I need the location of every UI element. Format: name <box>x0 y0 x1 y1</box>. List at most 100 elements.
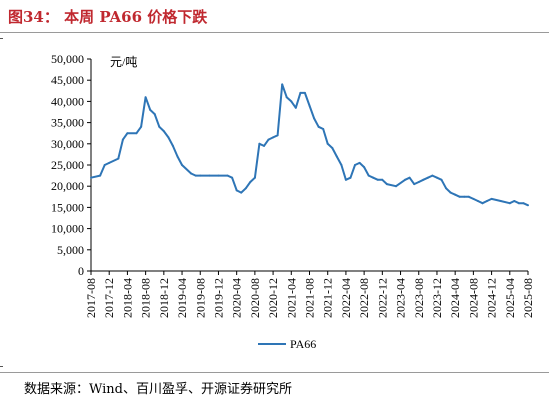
x-tick-label: 2020-08 <box>248 278 262 318</box>
data-point <box>513 200 516 202</box>
x-tick-label: 2023-12 <box>430 278 444 318</box>
data-point <box>499 200 502 202</box>
data-point <box>126 132 129 135</box>
data-point <box>258 142 261 145</box>
data-point <box>281 83 284 86</box>
data-point <box>367 174 370 177</box>
data-point <box>290 100 293 103</box>
data-point <box>158 125 161 128</box>
data-point <box>490 197 493 200</box>
data-point <box>272 136 275 139</box>
data-point <box>244 187 247 190</box>
data-point <box>445 187 448 190</box>
data-point <box>385 183 388 186</box>
data-point <box>313 117 316 120</box>
x-tick-label: 2018-12 <box>157 278 171 318</box>
data-point <box>103 164 106 166</box>
data-point <box>226 174 229 177</box>
y-tick-label: 5,000 <box>57 243 84 257</box>
data-point <box>108 161 111 164</box>
data-point <box>467 195 470 198</box>
data-point <box>431 174 434 177</box>
y-tick-label: 0 <box>78 264 84 278</box>
data-point <box>449 191 452 194</box>
y-tick-label: 40,000 <box>51 94 84 108</box>
data-point <box>381 178 384 181</box>
y-tick-label: 20,000 <box>51 179 84 193</box>
data-point <box>144 96 147 99</box>
data-point <box>99 174 102 177</box>
y-tick-label: 35,000 <box>51 116 84 130</box>
data-point <box>276 134 279 137</box>
data-point <box>481 202 484 205</box>
x-tick-label: 2019-08 <box>193 278 207 318</box>
data-point <box>194 174 197 177</box>
data-point <box>308 104 311 107</box>
x-tick-label: 2025-08 <box>521 278 535 318</box>
data-point <box>176 155 179 158</box>
data-point <box>376 178 379 181</box>
x-tick-label: 2025-04 <box>503 278 517 318</box>
data-point <box>426 176 429 179</box>
data-point <box>404 178 407 181</box>
x-tick-label: 2018-08 <box>139 278 153 318</box>
x-tick-label: 2019-04 <box>175 278 189 318</box>
x-tick-label: 2023-08 <box>412 278 426 318</box>
left-edge-mark <box>0 38 3 39</box>
data-point <box>486 200 488 202</box>
y-tick-label: 10,000 <box>51 222 84 236</box>
data-point <box>472 197 475 200</box>
data-point <box>167 136 170 139</box>
x-tick-label: 2024-12 <box>485 278 499 318</box>
data-point <box>117 157 120 160</box>
x-tick-label: 2022-04 <box>339 278 353 318</box>
data-point <box>90 176 92 179</box>
data-point <box>317 125 320 128</box>
y-tick-label: 15,000 <box>51 200 84 214</box>
x-tick-label: 2021-08 <box>303 278 317 318</box>
data-point <box>181 164 183 166</box>
data-point <box>395 185 397 188</box>
data-point <box>171 144 174 147</box>
data-point <box>358 161 361 164</box>
data-point <box>517 202 520 205</box>
data-point <box>417 181 420 183</box>
x-tick-label: 2021-12 <box>321 278 335 318</box>
data-point <box>344 178 347 181</box>
data-point <box>299 91 302 94</box>
series-line-pa66 <box>90 83 529 207</box>
x-tick-label: 2022-12 <box>375 278 389 318</box>
data-point <box>458 195 461 198</box>
data-point <box>135 132 138 135</box>
x-tick-label: 2024-08 <box>466 278 480 318</box>
data-point <box>253 176 256 179</box>
data-point <box>476 200 479 202</box>
y-tick-label: 30,000 <box>51 137 84 151</box>
x-tick-label: 2017-08 <box>84 278 98 318</box>
data-point <box>249 181 252 183</box>
line-chart: 0 5,000 10,000 15,000 20,000 25,000 30,000 35,0… <box>51 52 535 351</box>
data-point <box>153 113 156 116</box>
x-tick-label: 2024-04 <box>448 278 462 318</box>
data-point <box>263 144 265 147</box>
unit-label: 元/吨 <box>110 55 137 69</box>
x-tick-label: 2018-04 <box>120 278 134 318</box>
data-point <box>235 189 238 192</box>
title-divider <box>0 32 549 33</box>
data-point <box>436 176 438 179</box>
y-tick-label: 45,000 <box>51 73 84 87</box>
x-tick-label: 2020-12 <box>266 278 280 318</box>
y-tick-label: 25,000 <box>51 158 84 172</box>
data-point <box>527 204 529 207</box>
data-point <box>372 176 375 179</box>
data-point <box>199 174 202 177</box>
series-layer <box>90 83 529 207</box>
x-tick-label: 2019-12 <box>211 278 225 318</box>
data-point <box>522 202 525 205</box>
data-point <box>326 142 329 145</box>
x-tick-label: 2020-04 <box>230 278 244 318</box>
x-tick-label: 2023-04 <box>394 278 408 318</box>
data-point <box>208 174 211 177</box>
data-point <box>340 164 343 166</box>
data-point <box>354 164 356 166</box>
